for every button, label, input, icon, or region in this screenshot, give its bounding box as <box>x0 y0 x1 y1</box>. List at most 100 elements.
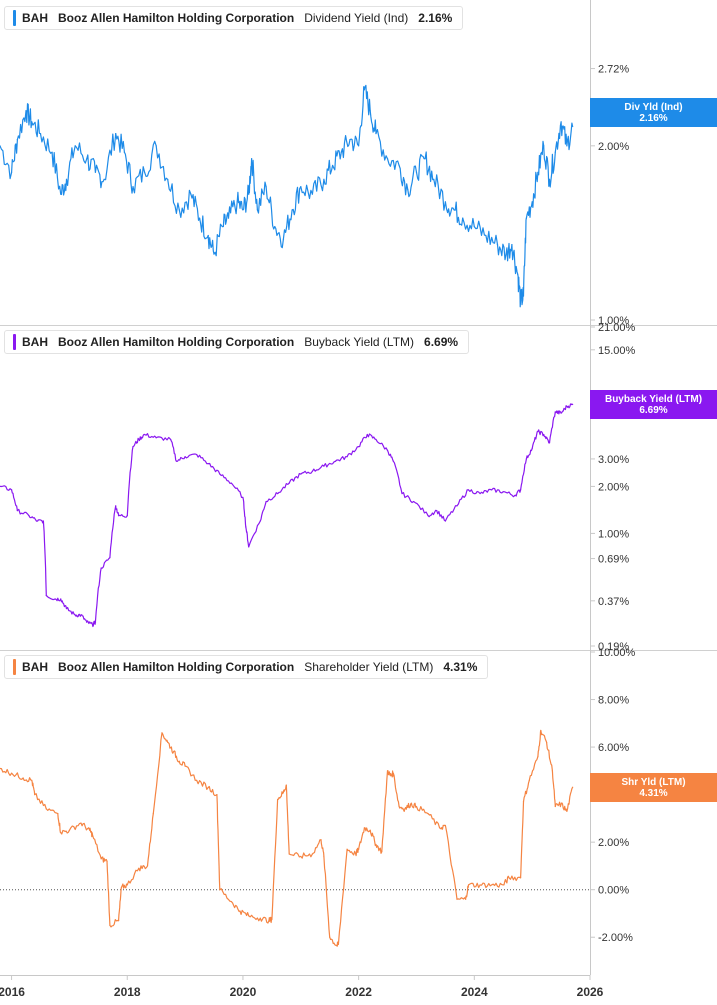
data-point <box>311 470 313 472</box>
last-value-badge-buyback: Buyback Yield (LTM) 6.69% <box>590 390 717 419</box>
data-point <box>86 158 88 160</box>
y-tick-label: 1.00% <box>598 315 629 327</box>
data-point <box>355 853 357 855</box>
data-point <box>74 614 76 616</box>
data-point <box>132 445 134 448</box>
data-point <box>528 779 530 781</box>
data-point <box>146 865 149 867</box>
data-point <box>94 621 97 623</box>
data-point <box>265 500 267 503</box>
data-point <box>522 801 525 803</box>
data-point <box>392 460 394 462</box>
data-point <box>207 234 209 237</box>
data-point <box>300 186 302 188</box>
y-tick-label: 2.72% <box>598 64 629 76</box>
x-axis: 2016 2018 2020 2022 2024 2026 <box>0 975 604 999</box>
data-point <box>207 463 209 465</box>
data-point <box>86 621 88 623</box>
data-point <box>401 492 403 495</box>
y-tick-label: 8.00% <box>598 695 629 707</box>
data-point <box>248 546 250 548</box>
data-point <box>109 556 111 559</box>
data-point <box>274 226 276 228</box>
data-point <box>248 193 250 195</box>
data-point <box>239 910 241 912</box>
data-point <box>346 456 348 458</box>
data-point <box>175 460 178 462</box>
data-point <box>337 943 339 945</box>
data-point <box>427 515 429 517</box>
data-point <box>0 485 1 488</box>
x-tick-label: 2026 <box>577 985 604 999</box>
data-point <box>329 936 331 938</box>
data-point <box>178 760 180 762</box>
data-point <box>198 217 201 219</box>
data-point <box>10 171 13 173</box>
data-point <box>358 848 360 850</box>
data-point <box>467 489 470 491</box>
data-point <box>439 827 441 829</box>
data-point <box>68 829 71 831</box>
data-point <box>60 832 62 834</box>
data-point <box>265 186 267 188</box>
data-point <box>144 171 146 173</box>
series-line-2 <box>0 403 573 628</box>
data-point <box>248 915 250 917</box>
data-point <box>245 526 247 528</box>
data-point <box>178 209 180 211</box>
series-color-swatch <box>13 10 16 26</box>
data-point <box>45 594 47 597</box>
data-point <box>91 624 94 626</box>
data-point <box>496 243 499 246</box>
data-point <box>60 193 62 195</box>
data-point <box>25 110 27 112</box>
data-point <box>525 458 527 460</box>
data-point <box>519 489 522 491</box>
badge-value: 4.31% <box>639 787 668 799</box>
y-tick-label: 0.69% <box>598 554 629 566</box>
data-point <box>0 145 1 147</box>
data-point <box>412 500 415 503</box>
data-point <box>369 829 371 831</box>
data-point <box>404 808 406 810</box>
data-point <box>74 145 76 147</box>
data-point <box>219 889 221 891</box>
data-point <box>288 853 290 855</box>
data-point <box>462 217 464 219</box>
data-point <box>554 151 556 153</box>
data-point <box>363 89 366 91</box>
data-point <box>456 505 458 507</box>
data-point <box>560 803 562 805</box>
data-point <box>36 520 39 522</box>
legend-shareholder-yield[interactable]: BAH Booz Allen Hamilton Holding Corporat… <box>4 655 489 679</box>
data-point <box>444 520 446 522</box>
data-point <box>323 465 325 467</box>
badge-title: Div Yld (Ind) <box>624 101 683 113</box>
data-point <box>271 918 273 921</box>
legend-value: 2.16% <box>418 11 453 25</box>
data-point <box>381 851 383 853</box>
data-point <box>467 884 470 886</box>
data-point <box>572 125 574 128</box>
legend-buyback-yield[interactable]: BAH Booz Allen Hamilton Holding Corporat… <box>4 330 470 354</box>
data-point <box>230 900 232 903</box>
data-point <box>366 433 368 436</box>
legend-company: Booz Allen Hamilton Holding Corporation <box>58 11 295 25</box>
data-point <box>519 300 522 302</box>
data-point <box>89 829 91 831</box>
data-point <box>522 295 525 297</box>
data-point <box>65 607 68 610</box>
y-tick-label: 21.00% <box>598 322 636 334</box>
data-point <box>16 509 18 512</box>
data-point <box>358 145 360 147</box>
y-tick-label: 2.00% <box>598 837 629 849</box>
data-point <box>505 253 507 255</box>
y-tick-label: 0.37% <box>598 596 629 608</box>
data-point <box>117 919 120 922</box>
legend-company: Booz Allen Hamilton Holding Corporation <box>58 660 295 674</box>
data-point <box>16 139 18 141</box>
data-point <box>369 110 371 112</box>
data-point <box>196 453 198 456</box>
legend-dividend-yield[interactable]: BAH Booz Allen Hamilton Holding Corporat… <box>4 6 464 30</box>
data-point <box>531 447 533 450</box>
